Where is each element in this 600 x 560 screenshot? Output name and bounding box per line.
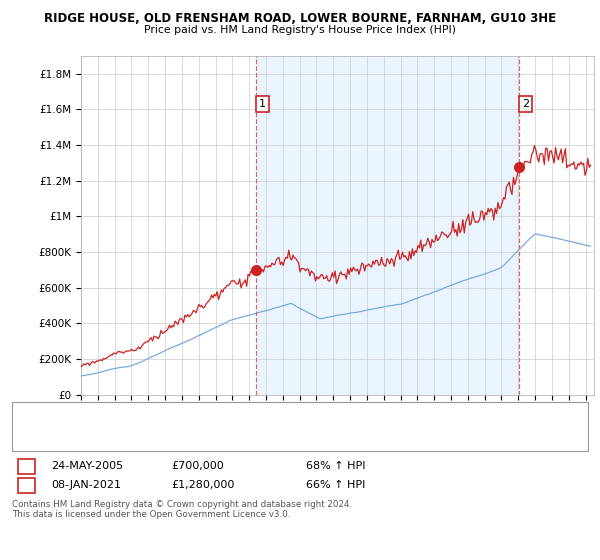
Text: RIDGE HOUSE, OLD FRENSHAM ROAD, LOWER BOURNE, FARNHAM, GU10 3HE: RIDGE HOUSE, OLD FRENSHAM ROAD, LOWER BO… — [44, 12, 556, 25]
Text: 66% ↑ HPI: 66% ↑ HPI — [306, 480, 365, 490]
Text: Price paid vs. HM Land Registry's House Price Index (HPI): Price paid vs. HM Land Registry's House … — [144, 25, 456, 35]
Text: Contains HM Land Registry data © Crown copyright and database right 2024.
This d: Contains HM Land Registry data © Crown c… — [12, 500, 352, 519]
Text: RIDGE HOUSE, OLD FRENSHAM ROAD, LOWER BOURNE, FARNHAM, GU10 3HE (detached: RIDGE HOUSE, OLD FRENSHAM ROAD, LOWER BO… — [69, 410, 488, 419]
Text: HPI: Average price, detached house, Waverley: HPI: Average price, detached house, Wave… — [69, 431, 289, 440]
Text: 08-JAN-2021: 08-JAN-2021 — [51, 480, 121, 490]
Text: 24-MAY-2005: 24-MAY-2005 — [51, 461, 123, 471]
Text: 2: 2 — [23, 480, 30, 490]
Text: 2: 2 — [522, 99, 529, 109]
Bar — [256, 56, 519, 395]
Text: £1,280,000: £1,280,000 — [171, 480, 235, 490]
Text: 1: 1 — [23, 461, 30, 471]
Text: 68% ↑ HPI: 68% ↑ HPI — [306, 461, 365, 471]
Text: £700,000: £700,000 — [171, 461, 224, 471]
Text: 1: 1 — [259, 99, 266, 109]
